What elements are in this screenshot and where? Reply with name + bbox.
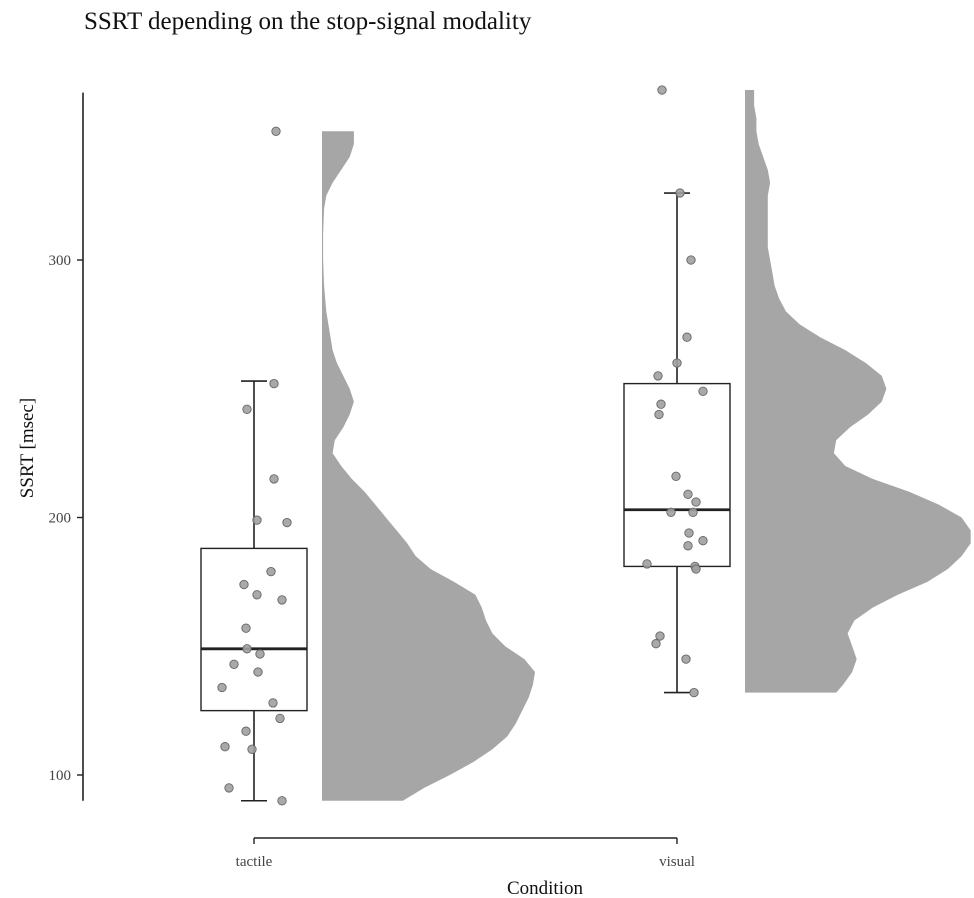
data-point-tactile [277, 796, 287, 806]
points-layer [217, 85, 708, 806]
data-point-visual [688, 507, 698, 517]
data-point-tactile [277, 595, 287, 605]
data-point-tactile [271, 126, 281, 136]
x-axis-title: Condition [507, 878, 584, 898]
density-layer [322, 90, 971, 801]
data-point-visual [684, 528, 694, 538]
data-point-tactile [239, 579, 249, 590]
data-point-visual [691, 564, 701, 574]
data-point-tactile [268, 698, 278, 708]
density-visual [745, 90, 971, 693]
y-tick-label: 100 [49, 768, 72, 784]
data-point-visual [686, 255, 696, 265]
data-point-tactile [266, 566, 276, 577]
data-point-tactile [252, 515, 262, 525]
data-point-visual [642, 559, 652, 569]
axes-layer: 100 200 300 tactile visual [49, 92, 695, 870]
box-visual [623, 382, 731, 568]
data-point-tactile [241, 623, 251, 633]
data-point-visual [683, 541, 693, 551]
data-point-tactile [247, 744, 257, 754]
data-point-tactile [255, 649, 265, 659]
x-tick-label: visual [659, 854, 695, 870]
data-point-tactile [217, 682, 227, 693]
data-point-tactile [224, 783, 234, 793]
density-tactile [322, 131, 535, 801]
chart-title: SSRT depending on the stop-signal modali… [84, 8, 532, 35]
data-point-tactile [242, 404, 252, 414]
data-point-visual [683, 489, 693, 499]
data-point-visual [656, 399, 666, 409]
data-point-tactile [242, 644, 252, 654]
data-point-tactile [253, 667, 263, 677]
data-point-visual [682, 332, 692, 342]
data-point-tactile [252, 590, 262, 600]
data-point-visual [689, 687, 699, 698]
data-point-visual [653, 371, 663, 381]
data-point-visual [666, 507, 676, 517]
y-tick-label: 300 [49, 253, 72, 269]
box-tactile [200, 547, 308, 712]
data-point-visual [698, 386, 708, 396]
data-point-tactile [275, 713, 285, 724]
data-point-visual [671, 471, 681, 481]
data-point-tactile [269, 378, 279, 389]
data-point-tactile [241, 726, 251, 736]
data-point-visual [675, 188, 685, 198]
data-point-tactile [282, 517, 292, 528]
data-point-tactile [220, 742, 230, 752]
data-point-tactile [269, 474, 279, 484]
data-point-visual [657, 85, 667, 95]
y-tick-label: 200 [49, 511, 72, 527]
data-point-visual [672, 358, 682, 368]
data-point-visual [698, 536, 708, 546]
data-point-visual [681, 654, 691, 664]
data-point-visual [655, 631, 665, 641]
data-point-visual [691, 497, 701, 507]
boxplot-layer [200, 192, 731, 802]
data-point-tactile [229, 659, 239, 669]
data-point-visual [654, 409, 664, 420]
data-point-visual [651, 639, 661, 649]
x-tick-label: tactile [236, 854, 273, 870]
y-axis-title: SSRT [msec] [17, 398, 38, 498]
